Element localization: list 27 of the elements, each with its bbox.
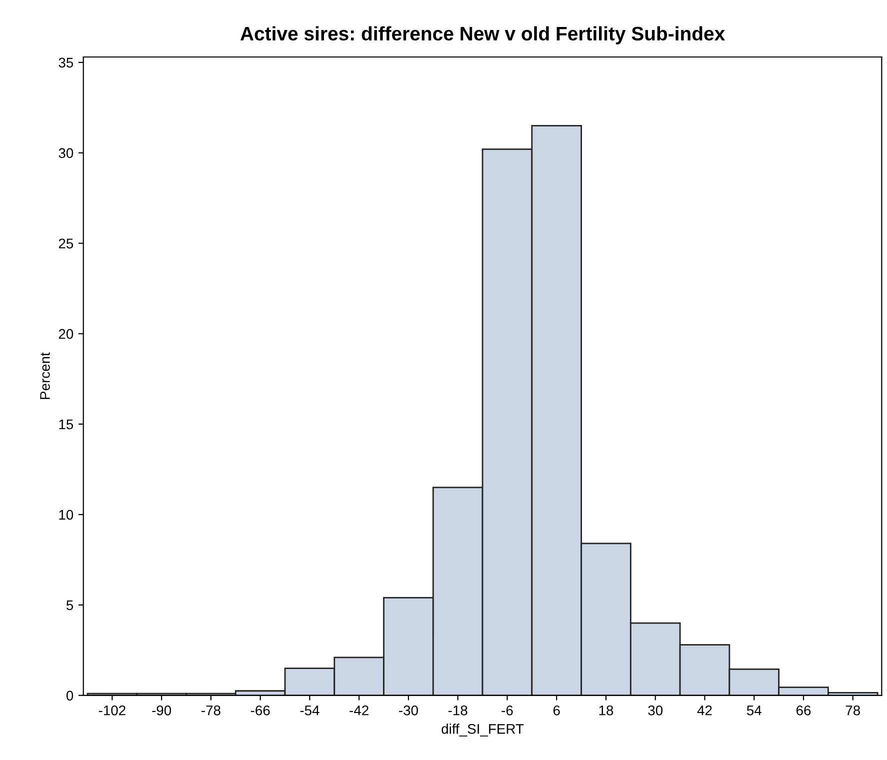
x-tick-label: 6	[553, 705, 560, 716]
x-tick-label: -66	[250, 705, 270, 716]
x-tick-label: -54	[300, 706, 320, 716]
x-tick-label: 42	[697, 705, 712, 716]
x-tick-label: 18	[599, 705, 614, 716]
x-tick-label: -6	[502, 705, 513, 716]
y-tick-label: 35	[58, 58, 74, 68]
x-tick-label: -18	[448, 705, 468, 716]
y-axis-title: Percent	[40, 352, 50, 399]
x-tick-label: -102	[98, 705, 126, 716]
x-tick-label: -90	[152, 705, 172, 716]
y-tick-label: 30	[58, 148, 74, 158]
x-axis-title: diff_SI_FERT	[442, 724, 524, 736]
x-tick-label: 54	[746, 706, 762, 716]
y-tick-label: 25	[58, 238, 74, 248]
y-tick-label: 0	[66, 690, 74, 701]
x-tick-label: 66	[796, 705, 811, 716]
y-tick-label: 5	[66, 600, 74, 610]
y-tick-label: 10	[59, 510, 74, 520]
y-tick-label: 20	[58, 329, 74, 339]
x-tick-label: -42	[350, 705, 368, 716]
x-tick-label: -78	[202, 705, 220, 716]
x-tick-label: 30	[648, 705, 663, 716]
chart-title: Active sires: difference New v old Fertility Sub-index	[240, 26, 725, 44]
x-tick-label: -30	[399, 705, 418, 716]
y-tick-label: 15	[59, 420, 74, 430]
x-tick-label: 78	[846, 705, 860, 716]
